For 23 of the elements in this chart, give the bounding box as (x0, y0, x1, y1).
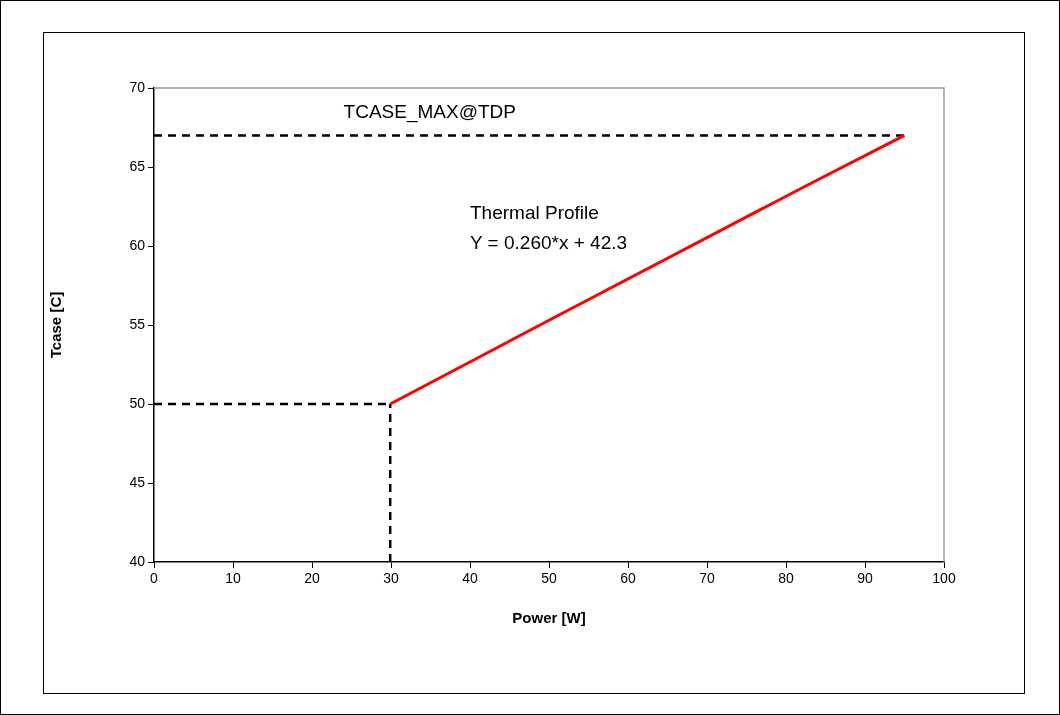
annotation: TCASE_MAX@TDP (343, 100, 516, 123)
y-tick-label: 70 (129, 78, 146, 95)
annotation: Y = 0.260*x + 42.3 (470, 231, 628, 253)
x-tick-label: 100 (932, 570, 956, 587)
x-tick-label: 70 (699, 570, 715, 587)
x-tick-label: 30 (383, 570, 399, 587)
x-tick-label: 20 (304, 570, 320, 587)
y-tick-label: 45 (129, 473, 146, 490)
x-tick-label: 90 (857, 570, 873, 587)
x-tick-label: 80 (778, 570, 794, 587)
y-tick-label: 50 (129, 394, 146, 411)
x-tick-label: 40 (462, 570, 478, 587)
y-axis-title: Tcase [C] (47, 291, 65, 359)
x-tick-label: 50 (541, 570, 557, 587)
x-tick-label: 60 (620, 570, 636, 587)
y-tick-label: 65 (129, 157, 146, 174)
annotation: Thermal Profile (470, 201, 599, 223)
x-axis-title: Power [W] (512, 609, 586, 627)
x-tick-label: 0 (150, 570, 159, 587)
x-tick-label: 10 (225, 570, 241, 587)
y-tick-label: 60 (129, 236, 146, 253)
y-tick-label: 55 (129, 315, 146, 332)
y-tick-label: 40 (129, 552, 146, 569)
